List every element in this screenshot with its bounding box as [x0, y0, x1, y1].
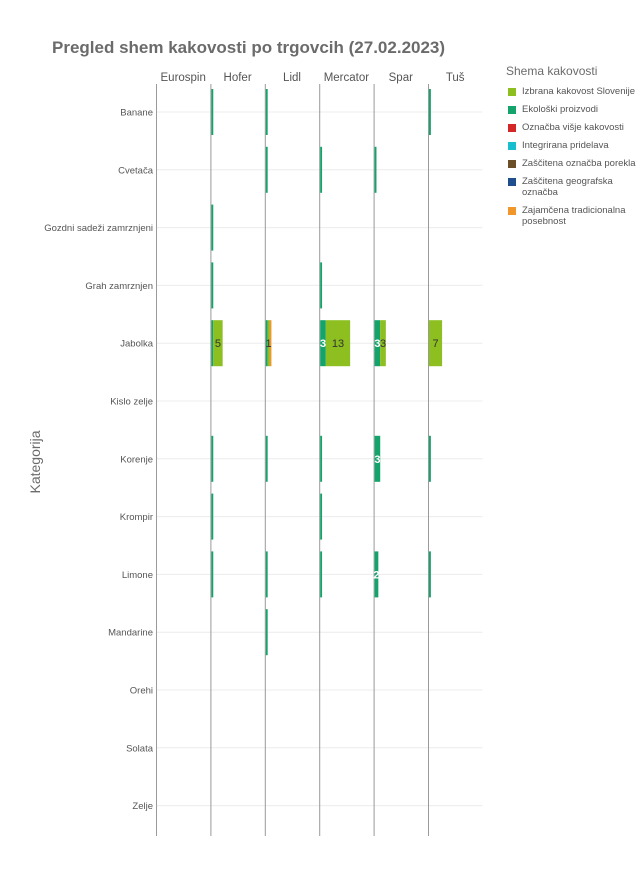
category-label-korenje: Korenje — [120, 454, 153, 465]
category-label-jabolka: Jabolka — [120, 339, 153, 350]
bar-lidl-mandarine-ekoloski-proizvodi — [265, 609, 268, 656]
bar-lidl-korenje-ekoloski-proizvodi — [265, 435, 268, 482]
bar-mercator-krompir-ekoloski-proizvodi — [320, 493, 323, 540]
bar-mercator-korenje-ekoloski-proizvodi — [320, 435, 323, 482]
legend-swatch — [508, 88, 516, 96]
data-label-spar-jabolka-ekoloski-proizvodi: 3 — [374, 338, 380, 350]
bar-lidl-cvetaca-ekoloski-proizvodi — [265, 146, 268, 193]
category-label-kislo-zelje: Kislo zelje — [110, 397, 153, 408]
category-label-grah-zamrznjen: Grah zamrznjen — [85, 281, 153, 292]
bar-hofer-krompir-ekoloski-proizvodi — [211, 493, 214, 540]
retailer-header-eurospin: Eurospin — [161, 72, 206, 84]
legend-title: Shema kakovosti — [506, 64, 598, 78]
legend-item-ekoloski-proizvodi[interactable]: Ekološki proizvodi — [506, 104, 638, 115]
bar-tus-korenje-ekoloski-proizvodi — [429, 435, 431, 482]
chart-title: Pregled shem kakovosti po trgovcih (27.0… — [52, 38, 446, 57]
bar-mercator-jabolka-ekoloski-proizvodi — [320, 320, 326, 367]
legend-label: Zaščitena geografska označba — [522, 176, 613, 198]
legend-swatch — [508, 142, 516, 150]
legend-label: Integrirana pridelava — [522, 140, 609, 151]
bar-lidl-jabolka-izbrana-kakovost-slovenije — [267, 320, 270, 367]
bar-spar-korenje-ekoloski-proizvodi — [374, 435, 381, 482]
legend-label: Ekološki proizvodi — [522, 104, 599, 115]
legend-label: Izbrana kakovost Slovenije — [522, 86, 636, 97]
retailer-header-spar: Spar — [389, 72, 413, 84]
data-label-hofer-jabolka-izbrana-kakovost-slovenije: 5 — [215, 338, 221, 350]
legend-item-zascitena-geografska-oznacba[interactable]: Zaščitena geografska označba — [506, 176, 638, 198]
bar-spar-cvetaca-ekoloski-proizvodi — [374, 146, 377, 193]
category-label-solata: Solata — [126, 743, 154, 754]
category-label-cvetaca: Cvetača — [118, 165, 154, 176]
bar-hofer-korenje-ekoloski-proizvodi — [211, 435, 214, 482]
data-label-spar-jabolka-izbrana-kakovost-slovenije: 3 — [380, 338, 386, 350]
data-label-mercator-jabolka-izbrana-kakovost-slovenije: 13 — [332, 338, 344, 350]
data-label-spar-limone-ekoloski-proizvodi: 2 — [373, 569, 379, 581]
category-label-zelje: Zelje — [132, 801, 153, 812]
bar-spar-limone-ekoloski-proizvodi — [374, 551, 379, 598]
bar-lidl-jabolka-zajamcena-tradicionalna-posebnost — [269, 320, 272, 367]
legend-item-zajamcena-tradicionalna-posebnost[interactable]: Zajamčena tradicionalna posebnost — [506, 205, 638, 227]
legend-item-integrirana-pridelava[interactable]: Integrirana pridelava — [506, 140, 638, 151]
retailer-header-lidl: Lidl — [283, 72, 301, 84]
data-label-mercator-jabolka-ekoloski-proizvodi: 3 — [320, 338, 326, 350]
bar-spar-jabolka-ekoloski-proizvodi — [374, 320, 381, 367]
retailer-header-mercator: Mercator — [324, 72, 370, 84]
bar-hofer-banane-ekoloski-proizvodi — [211, 89, 214, 135]
legend-swatch — [508, 160, 516, 168]
bar-tus-banane-ekoloski-proizvodi — [429, 89, 431, 135]
bar-lidl-limone-ekoloski-proizvodi — [265, 551, 268, 598]
retailer-header-tus: Tuš — [446, 72, 465, 84]
legend-label: Zaščitena označba porekla — [522, 158, 636, 169]
category-label-krompir: Krompir — [120, 512, 153, 523]
category-label-banane: Banane — [120, 108, 153, 119]
bar-hofer-gozdni-sadezi-zamrznjeni-ekoloski-proizvodi — [211, 204, 214, 251]
bar-layer — [211, 89, 443, 656]
legend-item-zascitena-oznacba-porekla[interactable]: Zaščitena označba porekla — [506, 158, 638, 169]
category-label-limone: Limone — [122, 570, 153, 581]
legend-swatch — [508, 178, 516, 186]
category-label-mandarine: Mandarine — [108, 628, 153, 639]
data-label-tus-jabolka-izbrana-kakovost-slovenije: 7 — [432, 338, 438, 350]
bar-lidl-jabolka-ekoloski-proizvodi — [265, 320, 268, 367]
bar-spar-jabolka-izbrana-kakovost-slovenije — [380, 320, 386, 367]
data-label-spar-korenje-ekoloski-proizvodi: 3 — [374, 454, 380, 466]
bar-hofer-jabolka-ekoloski-proizvodi — [211, 320, 214, 367]
axis-layer: Eurospin Hofer Lidl Mercator Spar Tuš Banane Cv… — [44, 72, 465, 836]
bar-hofer-limone-ekoloski-proizvodi — [211, 551, 214, 598]
legend-items: Izbrana kakovost Slovenije Ekološki proiz… — [506, 86, 638, 227]
y-axis-title: Kategorija — [27, 430, 43, 493]
bar-mercator-limone-ekoloski-proizvodi — [320, 551, 323, 598]
legend-item-izbrana-kakovost-slovenije[interactable]: Izbrana kakovost Slovenije — [506, 86, 638, 97]
legend-swatch — [508, 207, 516, 215]
legend-item-oznacba-visje-kakovosti[interactable]: Označba višje kakovosti — [506, 122, 638, 133]
bar-hofer-jabolka-izbrana-kakovost-slovenije — [213, 320, 223, 367]
bar-mercator-grah-zamrznjen-ekoloski-proizvodi — [320, 262, 323, 309]
category-label-gozdni-sadezi-zamrznjeni: Gozdni sadeži zamrznjeni — [44, 223, 153, 234]
legend-label: Označba višje kakovosti — [522, 122, 624, 133]
bar-mercator-jabolka-izbrana-kakovost-slovenije — [325, 320, 351, 367]
bar-mercator-cvetaca-ekoloski-proizvodi — [320, 146, 323, 193]
legend: Shema kakovosti Izbrana kakovost Sloveni… — [506, 64, 638, 234]
legend-swatch — [508, 106, 516, 114]
category-label-orehi: Orehi — [130, 686, 153, 697]
data-label-lidl-jabolka-izbrana-kakovost-slovenije: 1 — [266, 338, 272, 350]
bar-hofer-grah-zamrznjen-ekoloski-proizvodi — [211, 262, 214, 309]
legend-label: Zajamčena tradicionalna posebnost — [522, 205, 626, 227]
bar-tus-limone-ekoloski-proizvodi — [429, 551, 431, 598]
bar-lidl-banane-ekoloski-proizvodi — [265, 89, 268, 135]
bar-tus-jabolka-izbrana-kakovost-slovenije — [429, 320, 443, 367]
retailer-header-hofer: Hofer — [224, 72, 252, 84]
legend-swatch — [508, 124, 516, 132]
